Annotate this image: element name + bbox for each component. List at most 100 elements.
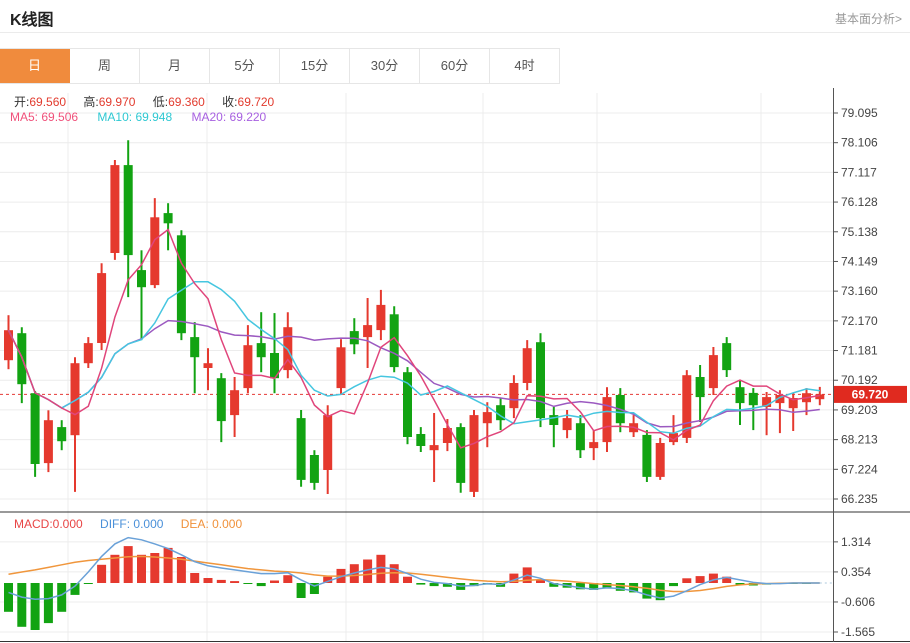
- candle-body: [762, 397, 772, 407]
- candle-body: [416, 434, 426, 446]
- macd-bar: [30, 583, 40, 630]
- current-price-badge-text: 69.720: [852, 387, 889, 401]
- axis-label: -1.565: [841, 625, 875, 639]
- axis-label: 74.149: [841, 255, 878, 269]
- candle-body: [469, 415, 479, 492]
- candle-body: [123, 165, 133, 256]
- axis-label: 67.224: [841, 462, 878, 476]
- tab-5分[interactable]: 5分: [210, 49, 280, 83]
- axis-label: 73.160: [841, 284, 878, 298]
- candle-body: [4, 330, 13, 361]
- candle-body: [708, 355, 718, 389]
- macd-bar: [17, 583, 27, 627]
- macd-bar: [536, 579, 545, 583]
- candle-body: [70, 363, 80, 436]
- candle-body: [110, 165, 120, 253]
- tab-月[interactable]: 月: [140, 49, 210, 83]
- header-divider: [0, 32, 910, 33]
- macd-bar: [735, 583, 745, 585]
- macd-bar: [642, 583, 652, 599]
- high-value: 69.970: [98, 95, 136, 109]
- candle-body: [376, 304, 386, 331]
- tab-日[interactable]: 日: [0, 49, 70, 83]
- candle-body: [336, 347, 346, 389]
- ma5-value: 69.506: [41, 110, 79, 124]
- ma20-label: MA20:: [191, 110, 227, 124]
- macd-bar: [57, 583, 67, 612]
- macd-bar: [123, 546, 133, 583]
- macd-bar: [43, 583, 53, 624]
- open-label: 开:: [14, 95, 30, 109]
- ma20-line: [7, 319, 820, 428]
- macd-bar: [83, 583, 93, 584]
- candle-body: [536, 342, 545, 419]
- macd-bar: [216, 579, 226, 583]
- axis-label: 66.235: [841, 492, 878, 506]
- axis-label: 1.314: [841, 535, 871, 549]
- high-label: 高:: [83, 95, 99, 109]
- candle-body: [815, 394, 825, 400]
- candle-body: [589, 442, 599, 449]
- ma-legend: MA5: 69.506 MA10: 69.948 MA20: 69.220: [10, 110, 282, 124]
- low-label: 低:: [152, 95, 169, 109]
- candle-body: [190, 337, 200, 358]
- kline-chart: 79.095 78.106 77.117 76.128 75.138 74.149 73.1…: [0, 88, 910, 642]
- macd-label: MACD:: [14, 517, 53, 531]
- candle-body: [216, 378, 226, 422]
- axis-label: 76.128: [841, 195, 878, 209]
- macd-bar: [695, 576, 705, 583]
- ma10-line: [7, 281, 820, 434]
- tab-周[interactable]: 周: [70, 49, 140, 83]
- candle-body: [456, 427, 466, 483]
- candle-body: [363, 325, 373, 338]
- ohlc-legend: 开:69.560 高:69.970 低:69.360 收:69.720: [14, 93, 288, 110]
- candle-body: [695, 377, 705, 398]
- candle-body: [163, 213, 173, 224]
- candle-body: [562, 418, 572, 431]
- macd-bar: [682, 578, 692, 583]
- candle-body: [669, 433, 678, 443]
- macd-bar: [190, 573, 200, 583]
- macd-bar: [416, 583, 426, 585]
- axis-label: 75.138: [841, 225, 878, 239]
- macd-bar: [655, 583, 665, 601]
- macd-bar: [203, 578, 213, 583]
- candle-body: [243, 345, 253, 389]
- macd-bar: [363, 559, 373, 583]
- candle-body: [323, 415, 333, 470]
- candle-body: [482, 412, 492, 424]
- candle-body: [575, 423, 585, 451]
- candle-body: [43, 420, 53, 464]
- candle-body: [522, 348, 532, 383]
- macd-bar: [589, 583, 599, 590]
- low-value: 69.360: [168, 95, 205, 109]
- dea-value: 0.000: [212, 517, 243, 531]
- candle-body: [389, 314, 399, 368]
- macd-bar: [243, 583, 253, 584]
- tab-15分[interactable]: 15分: [280, 49, 350, 83]
- fundamental-analysis-link[interactable]: 基本面分析>: [834, 12, 902, 26]
- macd-bar: [629, 583, 639, 593]
- tab-4时[interactable]: 4时: [490, 49, 560, 83]
- candle-body: [655, 443, 665, 477]
- tab-60分[interactable]: 60分: [420, 49, 490, 83]
- macd-bar: [137, 554, 146, 583]
- ma10-label: MA10:: [97, 110, 133, 124]
- tab-30分[interactable]: 30分: [350, 49, 420, 83]
- macd-bar: [602, 583, 612, 589]
- candle-body: [722, 343, 732, 371]
- macd-bar: [403, 576, 412, 583]
- macd-bar: [163, 547, 173, 583]
- candle-body: [270, 353, 279, 379]
- axis-label: 71.181: [841, 344, 878, 358]
- macd-bar: [509, 573, 519, 583]
- diff-value: 0.000: [133, 517, 164, 531]
- close-label: 收:: [222, 95, 238, 109]
- axis-label: 69.203: [841, 403, 878, 417]
- candle-body: [642, 434, 652, 477]
- macd-bar: [230, 581, 240, 583]
- axis-label: 68.213: [841, 433, 878, 447]
- candle-body: [429, 445, 439, 451]
- macd-bar: [150, 553, 160, 583]
